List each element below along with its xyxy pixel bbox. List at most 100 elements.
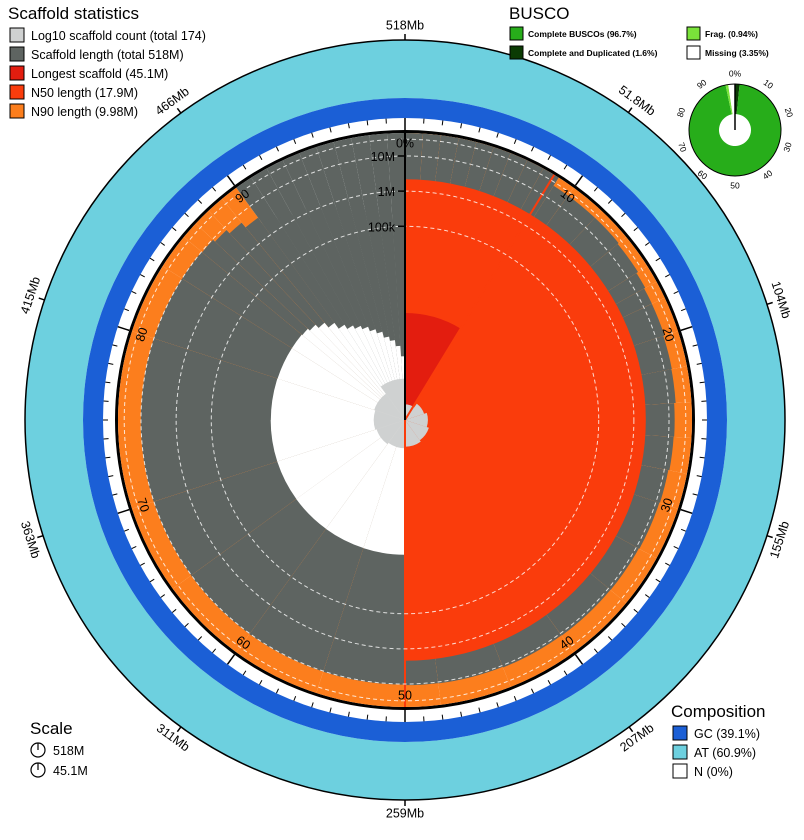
pct-tick	[149, 578, 155, 583]
pct-tick	[108, 362, 114, 365]
legend-count: Log10 scaffold count (total 174)	[31, 29, 206, 43]
pct-tick	[680, 508, 693, 515]
busco-tick-label: 70	[676, 141, 689, 153]
pct-tick	[644, 242, 650, 246]
void-sector	[291, 334, 405, 420]
legend-n50: N50 length (17.9M)	[31, 86, 138, 100]
void-sector	[363, 420, 405, 555]
pct-tick	[680, 325, 693, 332]
busco-duplicated-arc	[735, 84, 740, 115]
pct-tick	[366, 714, 369, 720]
pct-tick	[478, 707, 481, 713]
busco-tick-label: 90	[695, 77, 709, 91]
pct-tick	[696, 475, 702, 478]
void-sector	[270, 420, 405, 462]
pct-tick	[197, 636, 203, 641]
busco-tick-label: 30	[781, 141, 794, 153]
busco-legend-fragmented: Frag. (0.94%)	[705, 29, 758, 39]
busco-tick-label: 20	[783, 106, 796, 118]
busco-legend-missing: Missing (3.35%)	[705, 48, 769, 58]
void-sector	[296, 420, 405, 529]
pct-tick	[171, 608, 177, 613]
pct-tick	[311, 132, 314, 138]
pct-tick	[171, 227, 177, 232]
pct-tick	[197, 199, 203, 204]
scale-title: Scale	[30, 719, 73, 738]
void-sector	[277, 348, 405, 420]
legend-swatch-count	[9, 27, 25, 43]
pct-tick	[692, 493, 698, 496]
composition-swatch-n	[672, 763, 688, 779]
pct-tick	[212, 648, 217, 654]
pct-tick	[293, 695, 297, 701]
pct-tick	[574, 175, 584, 186]
length-tick-label: 518Mb	[386, 18, 424, 32]
scale-total-label: 518M	[53, 744, 84, 758]
pct-tick	[673, 546, 679, 550]
pct-tick	[131, 290, 137, 294]
scaffold-legend: Scaffold statistics Log10 scaffold count…	[8, 4, 206, 119]
pct-tick	[105, 381, 111, 384]
pct-tick	[673, 290, 679, 294]
pct-tick	[366, 120, 369, 126]
count-sector	[405, 420, 429, 441]
busco-tick-label: 40	[761, 168, 775, 182]
pct-tick	[531, 146, 535, 152]
busco-tick-label: 80	[675, 106, 688, 118]
void-sector	[309, 324, 405, 420]
pct-tick-label: 40	[557, 633, 577, 653]
radial-tick-label: 10M	[371, 150, 395, 164]
composition-swatch-at	[672, 744, 688, 760]
count-sector	[405, 412, 428, 428]
pct-tick	[574, 654, 584, 665]
scale-icon-longest	[30, 762, 46, 778]
length-tick-label: 104Mb	[768, 280, 793, 321]
pct-tick	[242, 164, 247, 170]
pct-tick	[117, 508, 130, 515]
pct-tick-label: 30	[658, 496, 676, 514]
pct-tick	[160, 594, 166, 598]
length-tick-label: 363Mb	[18, 519, 43, 560]
pct-tick	[275, 688, 279, 694]
pct-tick-label: 90	[233, 186, 253, 206]
composition-n: N (0%)	[694, 765, 733, 779]
pct-tick	[460, 711, 463, 717]
pct-tick-label: 10	[558, 186, 578, 206]
pct-tick	[347, 123, 350, 129]
pct-tick	[496, 132, 499, 138]
void-sector	[325, 420, 405, 549]
pct-tick	[275, 146, 279, 152]
pct-tick	[644, 594, 650, 598]
scale-icon-total	[30, 742, 46, 758]
void-sector	[270, 378, 405, 420]
pct-tick	[460, 123, 463, 129]
busco-tick-label: 0%	[729, 68, 742, 78]
pct-tick	[607, 636, 613, 641]
pct-tick	[441, 714, 444, 720]
pct-tick	[112, 493, 118, 496]
n50-sector	[405, 179, 646, 661]
busco-swatch-complete	[509, 26, 524, 41]
busco-tick-label: 50	[730, 180, 740, 190]
pct-tick	[226, 175, 236, 186]
pct-tick	[513, 139, 517, 145]
pct-tick	[621, 622, 626, 628]
pct-tick	[105, 456, 111, 459]
void-sector	[277, 420, 405, 499]
composition-gc: GC (39.1%)	[694, 727, 760, 741]
scaffold-legend-title: Scaffold statistics	[8, 4, 139, 23]
pct-tick-label: 60	[233, 633, 253, 653]
pct-tick	[329, 127, 332, 133]
legend-swatch-longest	[9, 65, 25, 81]
pct-tick	[184, 212, 189, 218]
void-sector	[302, 328, 405, 420]
pct-tick	[593, 648, 598, 654]
length-tick	[766, 301, 773, 306]
pct-tick	[633, 227, 639, 232]
length-tick	[176, 107, 182, 114]
pct-tick	[692, 344, 698, 347]
count-sector	[376, 420, 405, 445]
pct-tick	[478, 127, 481, 133]
void-sector	[318, 322, 405, 420]
